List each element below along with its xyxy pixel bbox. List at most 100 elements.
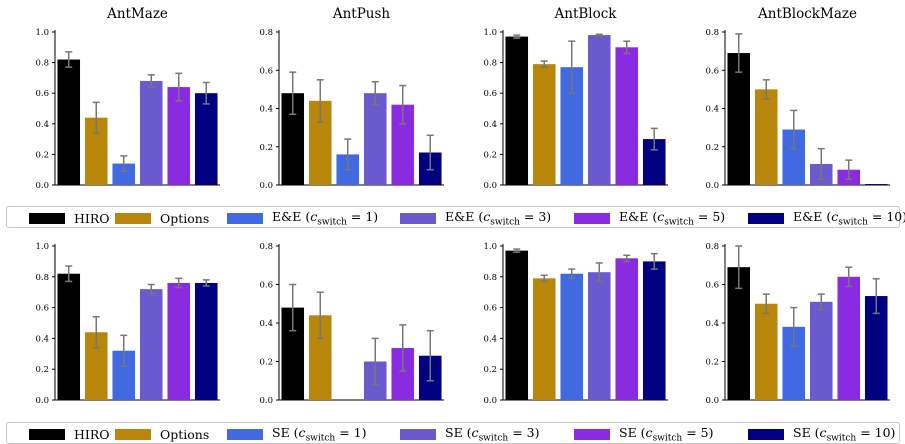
legend-top: HIRO Options E&E (cswitch = 1) E&E (cswitch…	[6, 206, 905, 228]
bar-options	[532, 278, 556, 400]
bar-c5	[615, 47, 639, 185]
bar-hiro	[281, 307, 305, 400]
legend-entry-c5: E&E (cswitch = 5)	[574, 208, 726, 228]
legend-entry-hiro: HIRO	[29, 426, 110, 442]
bar-c10	[642, 261, 666, 400]
legend-bottom: HIRO Options SE (cswitch = 1) SE (cswitch =…	[6, 422, 900, 444]
y-tick-label: 0.2	[483, 150, 497, 160]
bar-options	[84, 332, 108, 400]
bar-options	[308, 315, 332, 400]
legend-entry-options: Options	[115, 210, 209, 226]
y-tick-label: 0.0	[259, 396, 273, 406]
y-tick-label: 0.8	[35, 59, 49, 69]
legend-label: E&E (cswitch = 5)	[619, 208, 726, 228]
y-tick-label: 0.8	[483, 273, 497, 283]
bar-c3	[363, 93, 387, 185]
legend-label: E&E (cswitch = 10)	[793, 208, 905, 228]
bar-options	[308, 100, 332, 185]
legend-swatch	[227, 428, 263, 440]
legend-label: E&E (cswitch = 3)	[445, 208, 552, 228]
y-tick-label: 0.8	[259, 28, 273, 38]
legend-label: SE (cswitch = 1)	[272, 424, 367, 444]
bar-hiro	[727, 53, 751, 185]
subplot-title: AntMaze	[106, 6, 168, 22]
bar-options	[84, 117, 108, 185]
bar-c5	[391, 104, 415, 185]
legend-swatch	[29, 428, 65, 440]
legend-swatch	[227, 212, 263, 224]
y-tick-label: 1.0	[35, 242, 49, 252]
legend-entry-c10: E&E (cswitch = 10)	[748, 208, 905, 228]
bar-c10	[642, 139, 666, 185]
bar-c10	[194, 93, 218, 185]
legend-swatch	[115, 212, 151, 224]
bar-c1	[782, 326, 806, 400]
y-tick-label: 0.2	[259, 143, 273, 153]
bar-options	[532, 64, 556, 185]
bar-c10	[864, 296, 888, 400]
bar-hiro	[727, 267, 751, 400]
y-tick-label: 0.0	[483, 396, 497, 406]
legend-swatch	[115, 428, 151, 440]
bar-c5	[391, 348, 415, 400]
y-tick-label: 0.8	[705, 242, 719, 252]
bar-c10	[194, 282, 218, 400]
bar-c1	[112, 350, 136, 400]
y-tick-label: 0.2	[705, 358, 719, 368]
legend-swatch	[574, 212, 610, 224]
y-tick-label: 0.4	[705, 319, 719, 329]
legend-entry-c3: SE (cswitch = 3)	[400, 424, 540, 444]
y-tick-label: 0.0	[483, 181, 497, 191]
legend-label: Options	[160, 426, 210, 442]
legend-swatch	[574, 428, 610, 440]
subplot-title: AntBlock	[554, 6, 618, 22]
bar-c5	[167, 282, 191, 400]
y-tick-label: 0.6	[35, 89, 49, 99]
subplot-3: AntBlockMaze 0.0 0.2 0.4 0.6 0.8	[705, 6, 890, 191]
subplot-1: AntPush 0.0 0.2 0.4 0.6 0.8	[259, 6, 444, 191]
subplot-2: AntBlock 0.0 0.2 0.4 0.6 0.8 1.0	[483, 6, 668, 191]
y-tick-label: 0.2	[35, 365, 49, 375]
y-tick-label: 0.6	[259, 66, 273, 76]
legend-label: SE (cswitch = 5)	[619, 424, 714, 444]
legend-entry-c3: E&E (cswitch = 3)	[400, 208, 552, 228]
legend-entry-c5: SE (cswitch = 5)	[574, 424, 714, 444]
subplot-7: 0.0 0.2 0.4 0.6 0.8	[705, 242, 890, 406]
legend-entry-c10: SE (cswitch = 10)	[748, 425, 895, 443]
legend-label: E&E (cswitch = 1)	[272, 208, 379, 228]
y-tick-label: 1.0	[483, 28, 497, 38]
bar-hiro	[505, 250, 529, 400]
bar-hiro	[281, 93, 305, 185]
legend-label: Options	[160, 210, 210, 226]
y-tick-label: 0.8	[483, 59, 497, 69]
y-tick-label: 1.0	[483, 242, 497, 252]
bar-c1	[782, 129, 806, 185]
bar-hiro	[57, 273, 81, 400]
legend-label: HIRO	[74, 210, 110, 226]
bar-hiro	[505, 36, 529, 186]
bar-c5	[615, 258, 639, 400]
legend-swatch	[400, 428, 436, 440]
legend-entry-c1: SE (cswitch = 1)	[227, 424, 367, 444]
bar-c1	[112, 163, 136, 185]
legend-entry-options: Options	[115, 426, 209, 442]
y-tick-label: 0.4	[35, 120, 49, 130]
y-tick-label: 1.0	[35, 28, 49, 38]
y-tick-label: 0.4	[259, 105, 273, 115]
y-tick-label: 0.0	[259, 181, 273, 191]
bar-c5	[167, 87, 191, 185]
bar-c10	[864, 184, 888, 185]
legend-swatch	[748, 212, 784, 224]
subplot-6: 0.0 0.2 0.4 0.6 0.8 1.0	[483, 242, 668, 406]
y-tick-label: 0.6	[35, 304, 49, 314]
subplot-title: AntBlockMaze	[757, 6, 857, 22]
y-tick-label: 0.4	[483, 120, 497, 130]
bar-c3	[587, 272, 611, 400]
y-tick-label: 0.8	[35, 273, 49, 283]
y-tick-label: 0.4	[259, 319, 273, 329]
bar-c3	[587, 35, 611, 186]
legend-label: SE (cswitch = 3)	[445, 424, 540, 444]
y-tick-label: 0.6	[705, 281, 719, 291]
subplot-5: 0.0 0.2 0.4 0.6 0.8	[259, 242, 444, 406]
